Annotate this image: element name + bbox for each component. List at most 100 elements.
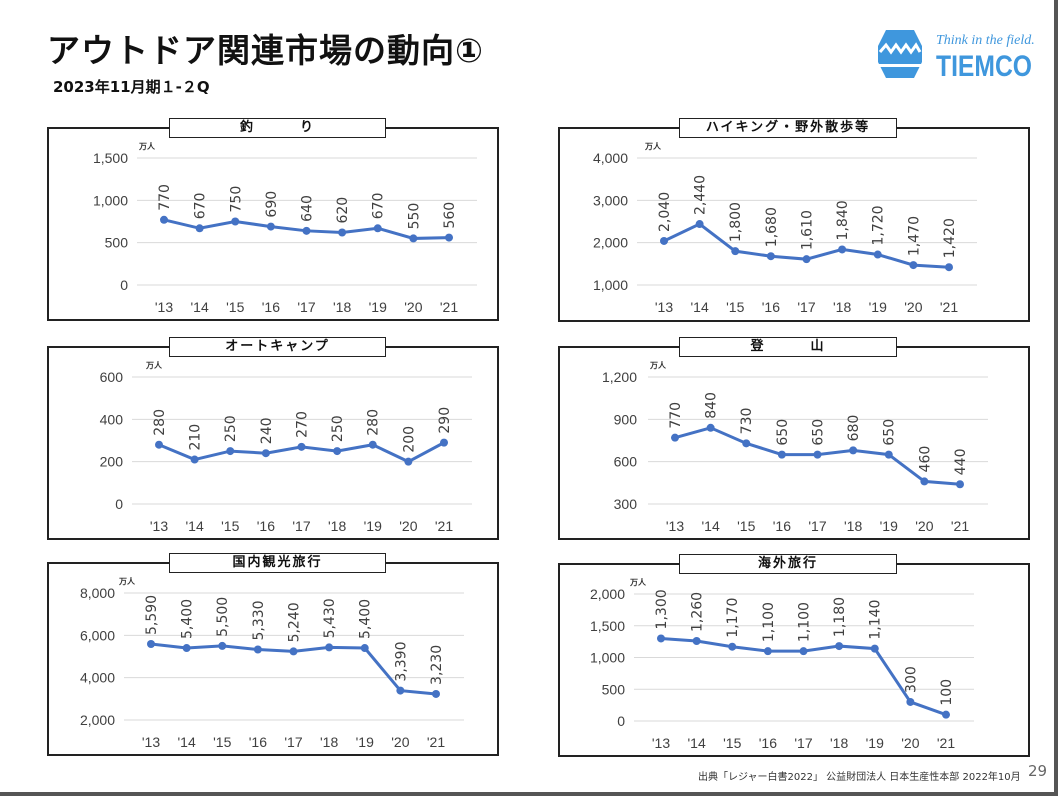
x-tick-label: '17 xyxy=(297,299,315,315)
y-tick-label: 1,500 xyxy=(590,618,625,634)
x-tick-label: '15 xyxy=(726,299,744,315)
y-tick-label: 8,000 xyxy=(80,585,115,601)
data-point xyxy=(692,636,701,645)
data-point xyxy=(231,217,240,226)
x-tick-label: '16 xyxy=(773,518,791,534)
data-label: 1,100 xyxy=(761,602,777,642)
data-label: 1,260 xyxy=(690,592,706,632)
y-tick-label: 500 xyxy=(602,681,626,697)
data-point xyxy=(409,234,418,243)
data-label: 650 xyxy=(775,419,791,446)
data-label: 280 xyxy=(366,409,382,436)
line-chart: 0 200 400 600 '13 '14 '15 '16 '17 '18 '19 '20 '21 280… xyxy=(100,369,472,534)
x-tick-label: '16 xyxy=(257,518,275,534)
data-label: 620 xyxy=(335,197,351,224)
tiemco-logo: Think in the field. TIEMCO xyxy=(878,30,1035,80)
data-point xyxy=(813,450,822,459)
x-tick-label: '21 xyxy=(435,518,453,534)
x-tick-label: '17 xyxy=(808,518,826,534)
y-tick-label: 6,000 xyxy=(80,627,115,643)
chart-title: 釣 り xyxy=(169,118,386,138)
unit-label: 万人 xyxy=(630,578,646,587)
data-point xyxy=(835,642,844,651)
svg-text:TIEMCO: TIEMCO xyxy=(936,50,1032,80)
x-tick-label: '20 xyxy=(391,734,409,750)
y-tick-label: 1,200 xyxy=(602,369,637,385)
x-tick-label: '19 xyxy=(356,734,374,750)
data-point xyxy=(338,228,347,237)
x-tick-label: '20 xyxy=(915,518,933,534)
x-tick-label: '21 xyxy=(440,299,458,315)
data-label: 5,330 xyxy=(251,600,267,640)
data-label: 210 xyxy=(188,424,204,451)
page-subtitle: 2023年11月期１-２Q xyxy=(53,78,210,96)
data-label: 2,040 xyxy=(657,192,673,232)
data-label: 5,400 xyxy=(180,599,196,639)
x-tick-label: '13 xyxy=(666,518,684,534)
x-tick-label: '17 xyxy=(797,299,815,315)
data-label: 1,420 xyxy=(942,218,958,258)
data-label: 460 xyxy=(917,446,933,473)
x-tick-label: '15 xyxy=(226,299,244,315)
y-tick-label: 900 xyxy=(614,411,638,427)
data-point xyxy=(160,215,168,224)
data-point xyxy=(155,440,163,449)
x-tick-label: '21 xyxy=(951,518,969,534)
data-label: 1,720 xyxy=(871,205,887,245)
chart-panel: 登 山万人 300 600 900 1,200 '13 '14 '15 '16 '17 '18 '19… xyxy=(558,337,1030,540)
line-chart: 2,000 4,000 6,000 8,000 '13 '14 '15 '16 '17 '18 '1… xyxy=(80,585,464,750)
data-point xyxy=(432,689,440,698)
data-point xyxy=(906,697,915,706)
x-tick-label: '17 xyxy=(284,734,302,750)
y-tick-label: 4,000 xyxy=(593,150,628,166)
x-tick-label: '20 xyxy=(901,735,919,751)
x-tick-label: '14 xyxy=(178,734,196,750)
data-point xyxy=(253,645,262,654)
chart-panel: 釣 り万人 0 500 1,000 1,500 '13 '14 '15 '16 '17 '18 '19… xyxy=(47,118,499,321)
line-chart: 300 600 900 1,200 '13 '14 '15 '16 '17 '18 '19 '20 '2… xyxy=(602,369,988,534)
x-tick-label: '19 xyxy=(880,518,898,534)
data-point xyxy=(226,447,235,456)
data-point xyxy=(671,433,679,442)
data-point xyxy=(695,220,704,229)
data-label: 680 xyxy=(846,415,862,442)
data-label: 100 xyxy=(939,679,955,706)
data-label: 1,680 xyxy=(764,207,780,247)
x-tick-label: '19 xyxy=(364,518,382,534)
unit-label: 万人 xyxy=(146,361,162,370)
data-label: 5,430 xyxy=(322,598,338,638)
data-label: 650 xyxy=(882,419,898,446)
x-tick-label: '14 xyxy=(691,299,709,315)
data-label: 280 xyxy=(152,409,168,436)
x-tick-label: '14 xyxy=(688,735,706,751)
y-tick-label: 1,500 xyxy=(93,150,128,166)
x-tick-label: '15 xyxy=(737,518,755,534)
x-tick-label: '14 xyxy=(702,518,720,534)
chart-title: 登 山 xyxy=(679,337,897,357)
data-label: 240 xyxy=(259,417,275,444)
data-label: 1,100 xyxy=(797,602,813,642)
x-tick-label: '16 xyxy=(759,735,777,751)
data-label: 840 xyxy=(704,392,720,419)
data-point xyxy=(777,450,786,459)
data-label: 200 xyxy=(401,426,417,453)
data-label: 560 xyxy=(442,202,458,229)
data-point xyxy=(325,643,334,652)
unit-label: 万人 xyxy=(645,142,661,151)
y-tick-label: 300 xyxy=(614,496,638,512)
chart-panel: 国内観光旅行 万人 2,000 4,000 6,000 8,000 '13 '14 '15 '16… xyxy=(47,553,499,756)
data-point xyxy=(190,455,199,464)
x-tick-label: '18 xyxy=(328,518,346,534)
data-label: 670 xyxy=(371,193,387,220)
data-label: 650 xyxy=(811,419,827,446)
x-tick-label: '19 xyxy=(866,735,884,751)
y-tick-label: 0 xyxy=(120,277,128,293)
data-label: 3,390 xyxy=(393,641,409,681)
chart-title: オートキャンプ xyxy=(169,337,386,357)
y-tick-label: 2,000 xyxy=(593,235,628,251)
x-tick-label: '17 xyxy=(794,735,812,751)
y-tick-label: 500 xyxy=(105,235,129,251)
data-point xyxy=(731,247,740,256)
data-point xyxy=(849,446,858,455)
